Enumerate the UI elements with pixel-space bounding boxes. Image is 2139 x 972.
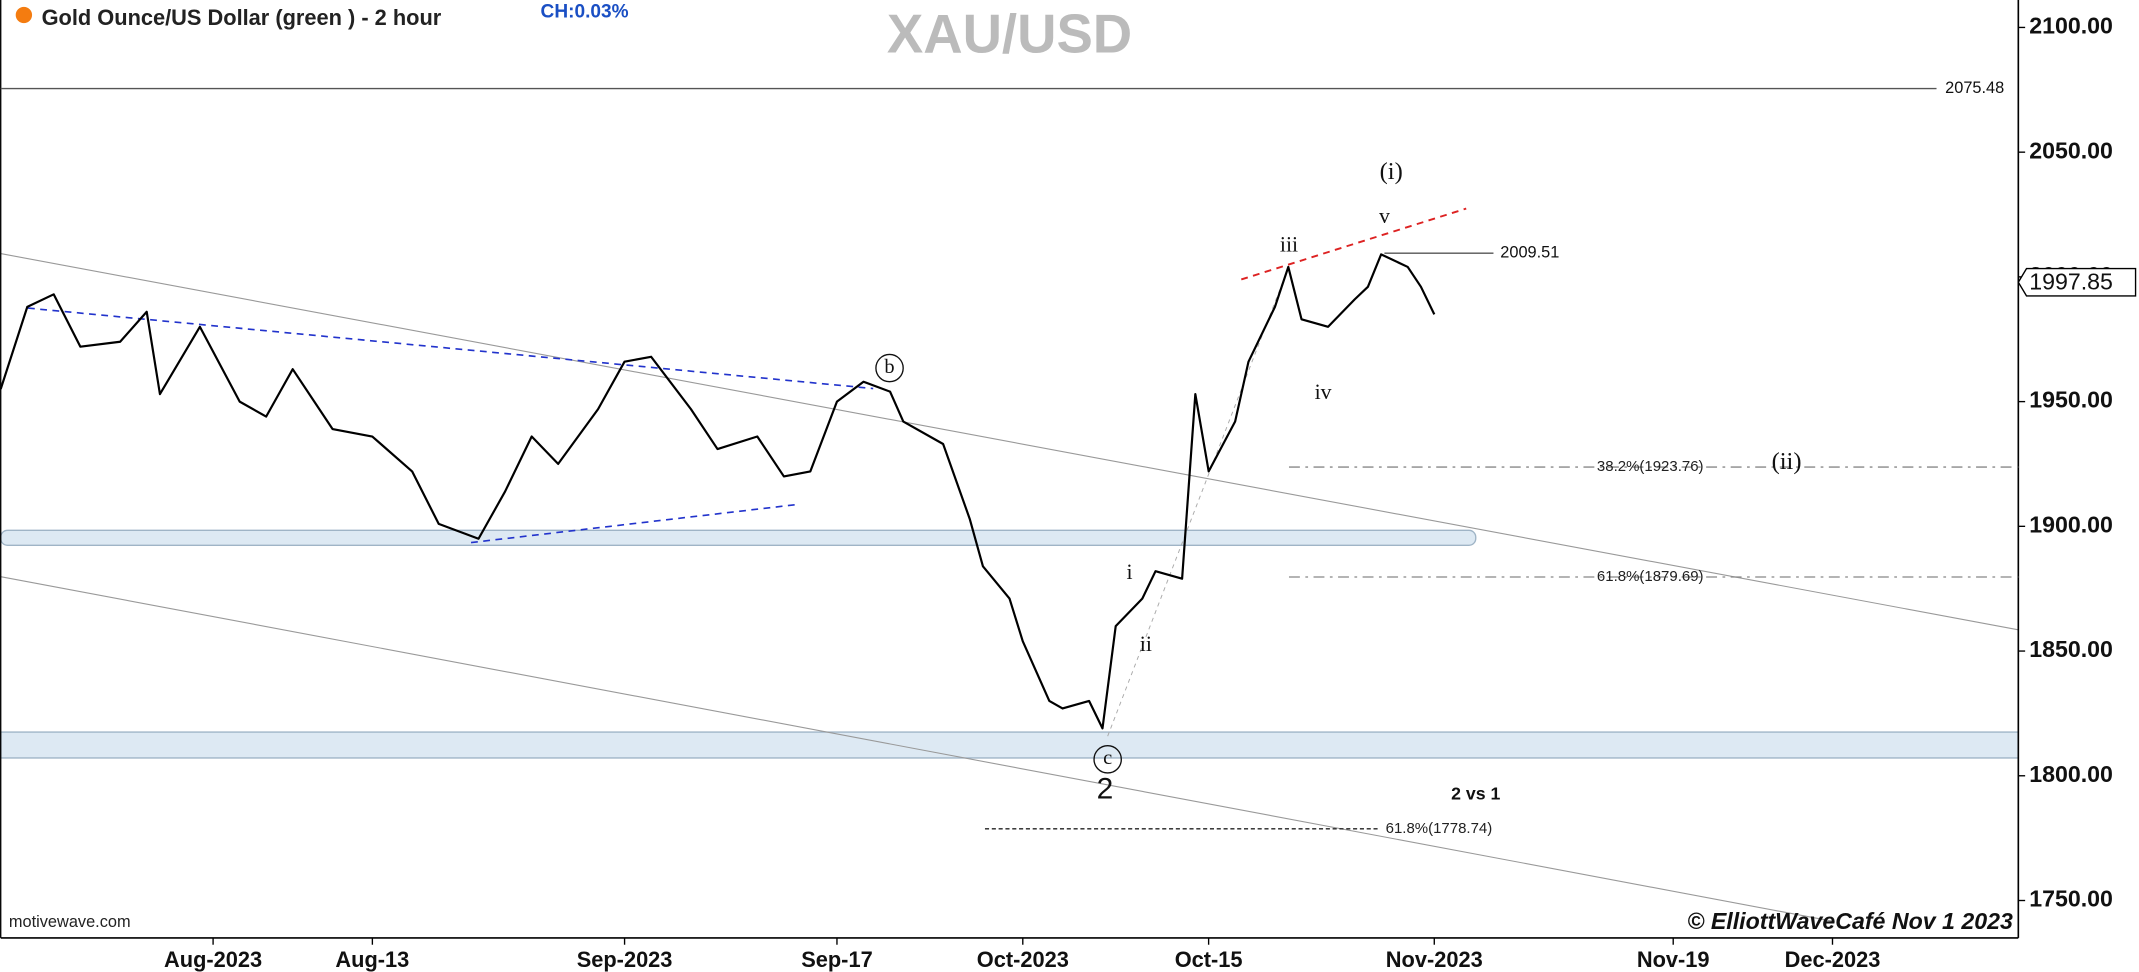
wave-label: i [1126,560,1132,584]
x-tick-label: Dec-2023 [1785,947,1881,972]
wave-circle [1093,745,1122,774]
channel-line [0,576,1835,923]
y-tick-label: 1950.00 [2029,387,2113,413]
wave-label: iii [1280,233,1298,257]
x-tick-label: Aug-2023 [164,947,262,972]
wave-label: ii [1140,632,1152,656]
y-tick-label: 2100.00 [2029,13,2113,39]
chart-title: Gold Ounce/US Dollar (green ) - 2 hour [42,5,442,30]
wave-label: b [884,356,894,378]
x-tick-label: Nov-19 [1637,947,1710,972]
source: motivewave.com [9,913,131,931]
y-tick-label: 1800.00 [2029,761,2113,787]
x-tick-label: Nov-2023 [1386,947,1483,972]
x-tick-label: Aug-13 [335,947,409,972]
support-zone [0,529,1477,546]
price-line [0,253,1436,730]
x-tick-label: Oct-2023 [977,947,1069,972]
y-tick-label: 1900.00 [2029,511,2113,537]
series-dot [15,6,33,24]
change: CH:0.03% [541,1,629,22]
wave-label: iv [1315,380,1332,404]
trend-line [1240,207,1467,281]
wave-label: (ii) [1772,448,1802,475]
fib-level-label: 38.2%(1923.76) [1597,458,1704,475]
price-level-label: 2075.48 [1945,79,2004,97]
price-level-label: 2009.51 [1500,243,1559,261]
wave-circle [875,353,904,383]
fib-level-label: 61.8%(1879.69) [1597,568,1704,585]
last-price-label: 1997.85 [2029,269,2113,295]
trend-line [27,307,874,390]
wave-label: 2 vs 1 [1451,783,1500,803]
trend-line [470,503,799,544]
y-tick-label: 1750.00 [2029,886,2113,912]
y-tick-label: 2050.00 [2029,137,2113,163]
copyright: © ElliottWaveCafé Nov 1 2023 [1687,908,2013,934]
fib-level-label: 61.8%(1778.74) [1386,820,1493,837]
symbol: XAU/USD [887,4,1132,65]
wave-label: c [1103,747,1112,769]
wave-label: (i) [1380,158,1403,185]
wave-line [1107,265,1290,737]
last-price-tag [2017,267,2137,297]
x-tick-label: Oct-15 [1175,947,1243,972]
x-tick-label: Sep-2023 [577,947,673,972]
wave-label: v [1379,204,1390,228]
x-tick-label: Sep-17 [801,947,872,972]
support-zone [0,731,2020,759]
wave-label: 2 [1097,773,1114,806]
y-tick-label: 1850.00 [2029,636,2113,662]
channel-line [0,253,2019,631]
